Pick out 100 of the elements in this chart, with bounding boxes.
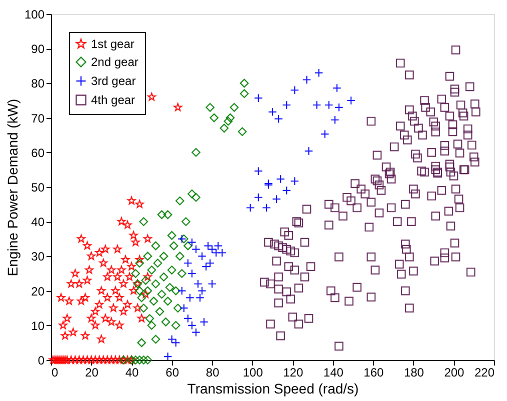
y-tick-label: 30 <box>31 250 45 264</box>
x-tick-label: 100 <box>242 366 264 380</box>
point <box>262 203 271 212</box>
legend-label: 4th gear <box>91 93 136 107</box>
point <box>157 290 166 299</box>
point <box>175 196 184 206</box>
point <box>188 269 196 278</box>
x-tick-label: 0 <box>52 366 58 380</box>
legend-label: 3rd gear <box>91 74 136 88</box>
x-tick-label: 120 <box>283 366 304 380</box>
point <box>202 262 210 272</box>
point <box>184 241 192 250</box>
point <box>332 84 342 92</box>
point <box>173 304 182 313</box>
y-tick-label: 0 <box>38 354 45 368</box>
point <box>320 130 330 138</box>
point <box>135 286 144 296</box>
point <box>186 293 194 302</box>
point <box>282 186 292 195</box>
point <box>200 318 208 326</box>
y-tick-label: 50 <box>31 180 45 194</box>
point <box>149 296 158 306</box>
point <box>188 189 196 198</box>
x-tick-label: 40 <box>125 366 140 380</box>
point <box>151 279 160 288</box>
point <box>139 304 148 313</box>
point <box>147 320 156 330</box>
point <box>177 234 186 244</box>
x-tick-label: 160 <box>364 366 384 380</box>
point <box>268 107 277 116</box>
point <box>314 68 324 78</box>
point <box>181 217 190 226</box>
point <box>282 100 292 110</box>
point <box>143 356 152 364</box>
x-tick-label: 200 <box>444 366 465 380</box>
x-tick-label: 20 <box>85 366 99 380</box>
point <box>151 241 160 250</box>
point <box>220 124 229 133</box>
point <box>240 89 249 98</box>
x-axis-title: Transmission Speed (rad/s) <box>187 380 359 396</box>
y-tick-label: 40 <box>31 215 45 230</box>
point <box>346 96 356 105</box>
point <box>302 75 312 84</box>
point <box>276 174 285 184</box>
point <box>238 127 247 136</box>
point <box>163 210 172 220</box>
legend-label: 1st gear <box>91 37 134 51</box>
y-tick-label: 100 <box>24 8 45 22</box>
point <box>167 266 176 274</box>
point <box>137 293 146 302</box>
point <box>192 148 200 157</box>
point <box>330 115 340 124</box>
point <box>177 286 186 296</box>
point <box>135 356 144 364</box>
point <box>131 269 140 278</box>
y-tick-label: 20 <box>31 284 45 298</box>
point <box>159 272 168 282</box>
point <box>177 269 186 278</box>
point <box>246 203 255 212</box>
point <box>145 314 154 323</box>
point <box>159 252 168 261</box>
point <box>184 258 192 268</box>
y-tick-label: 80 <box>31 76 45 91</box>
point <box>141 276 150 285</box>
point <box>139 356 148 364</box>
point <box>290 86 300 95</box>
point <box>139 217 148 226</box>
y-tick-label: 90 <box>31 42 45 56</box>
x-tick-label: 60 <box>166 366 180 380</box>
point <box>324 100 334 110</box>
point <box>161 318 170 326</box>
x-tick-label: 140 <box>323 366 344 380</box>
point <box>135 258 144 268</box>
point <box>151 334 160 344</box>
y-tick-label: 70 <box>31 111 45 126</box>
point <box>153 258 162 268</box>
point <box>274 114 283 124</box>
point <box>226 113 235 122</box>
point <box>206 102 214 112</box>
point <box>210 113 219 122</box>
point <box>165 282 174 292</box>
point <box>212 248 221 258</box>
point <box>196 293 204 302</box>
point <box>254 94 263 102</box>
legend-label: 2nd gear <box>91 55 138 69</box>
point <box>304 146 314 156</box>
point <box>206 258 214 268</box>
x-tick-label: 80 <box>206 366 220 380</box>
x-tick-label: 180 <box>404 366 424 380</box>
point <box>163 296 172 306</box>
point <box>240 78 249 88</box>
x-tick-label: 220 <box>474 366 495 380</box>
point <box>230 102 239 112</box>
y-axis-title: Engine Power Demand (kW) <box>4 98 20 276</box>
point <box>179 304 188 313</box>
y-tick-label: 60 <box>31 146 45 160</box>
point <box>169 241 178 250</box>
point <box>147 266 156 274</box>
point <box>208 244 217 254</box>
point <box>167 231 176 240</box>
